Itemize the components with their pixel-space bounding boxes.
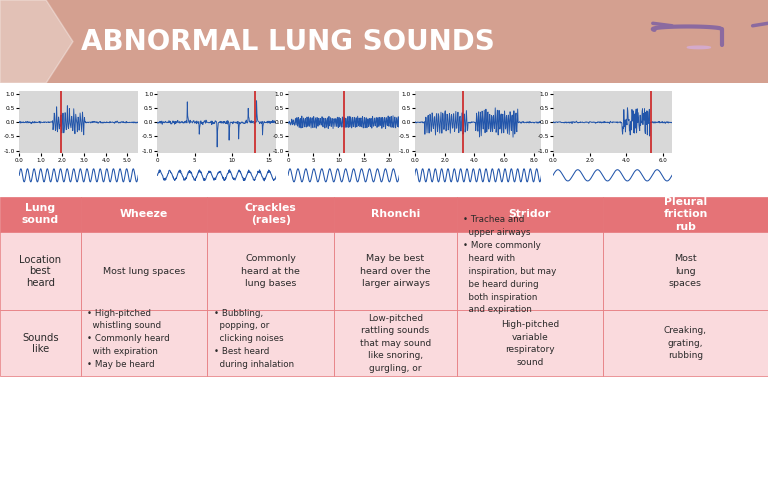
Bar [0,197,81,232]
Text: • Bubbling,
  popping, or
  clicking noises
• Best heard
  during inhalation: • Bubbling, popping, or clicking noises … [214,308,293,369]
Polygon shape [0,0,73,83]
Text: Most
lung
spaces: Most lung spaces [669,254,702,288]
Bar [81,197,207,232]
Bar [0,232,81,310]
Bar [457,232,603,310]
Text: Most lung spaces: Most lung spaces [103,267,185,276]
Text: Stridor: Stridor [508,209,551,219]
Bar [207,197,334,232]
Text: Crackles
(rales): Crackles (rales) [245,203,296,225]
Bar [334,197,457,232]
Text: Commonly
heard at the
lung bases: Commonly heard at the lung bases [241,254,300,288]
Bar [207,310,334,376]
Bar [457,197,603,232]
Text: • Trachea and
  upper airways
• More commonly
  heard with
  inspiration, but ma: • Trachea and upper airways • More commo… [463,216,556,314]
Bar [334,232,457,310]
Text: High-pitched
variable
respiratory
sound: High-pitched variable respiratory sound [501,320,559,366]
Text: Sounds
like: Sounds like [22,333,58,354]
Bar [0,310,81,376]
Bar [457,310,603,376]
Text: ABNORMAL LUNG SOUNDS: ABNORMAL LUNG SOUNDS [81,28,495,55]
Text: Lung
sound: Lung sound [22,203,59,225]
Text: Rhonchi: Rhonchi [371,209,420,219]
Bar [603,310,768,376]
Text: Location
best
heard: Location best heard [19,255,61,288]
Text: May be best
heard over the
larger airways: May be best heard over the larger airway… [360,254,431,288]
Text: Low-pitched
rattling sounds
that may sound
like snoring,
gurgling, or: Low-pitched rattling sounds that may sou… [360,314,431,373]
Text: Pleural
friction
rub: Pleural friction rub [664,197,707,232]
Bar [207,232,334,310]
Bar [81,310,207,376]
Bar [603,197,768,232]
Bar [81,232,207,310]
Text: Wheeze: Wheeze [120,209,168,219]
Bar [334,310,457,376]
Circle shape [687,46,710,49]
Bar [603,232,768,310]
Text: Creaking,
grating,
rubbing: Creaking, grating, rubbing [664,327,707,360]
Text: • High-pitched
  whistling sound
• Commonly heard
  with expiration
• May be hea: • High-pitched whistling sound • Commonl… [87,308,170,369]
